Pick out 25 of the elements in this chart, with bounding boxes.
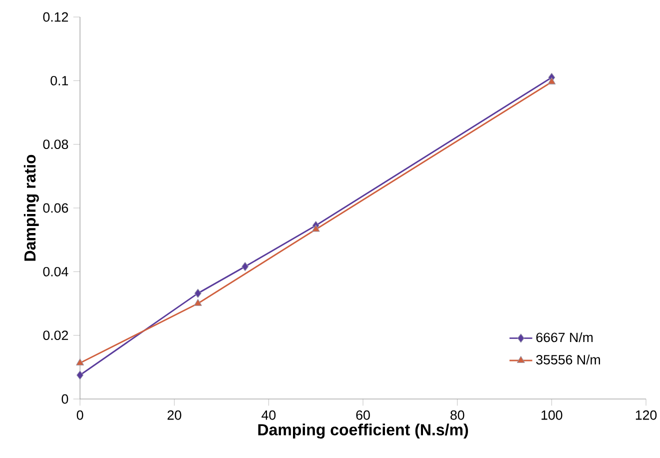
x-tick-label: 120 [636, 410, 657, 420]
x-axis-title: Damping coefficient (N.s/m) [258, 424, 468, 439]
point [76, 370, 84, 380]
point [194, 288, 202, 298]
x-tick-label: 40 [262, 410, 276, 420]
legend-label: 35556 N/m [536, 354, 600, 364]
x-tick-label: 100 [542, 410, 562, 420]
y-tick-label: 0.06 [43, 203, 68, 213]
y-tick-label: 0.08 [43, 140, 68, 150]
x-tick-label: 80 [450, 410, 464, 420]
y-tick-label: 0.1 [50, 76, 68, 86]
y-axis-title: Damping ratio [24, 154, 39, 261]
y-tick-label: 0.04 [43, 266, 68, 276]
point [548, 77, 556, 84]
y-tick-label: 0.02 [43, 330, 68, 340]
legend-label: 6667 N/m [536, 332, 593, 342]
x-tick-label: 20 [168, 410, 182, 420]
x-tick-label: 60 [356, 410, 370, 420]
point [76, 358, 84, 366]
x-tick-label: 0 [76, 410, 84, 420]
point [312, 224, 320, 232]
y-tick-label: 0.12 [43, 12, 68, 22]
y-tick-label: 0 [62, 394, 68, 404]
point [194, 298, 202, 306]
point [242, 262, 249, 272]
